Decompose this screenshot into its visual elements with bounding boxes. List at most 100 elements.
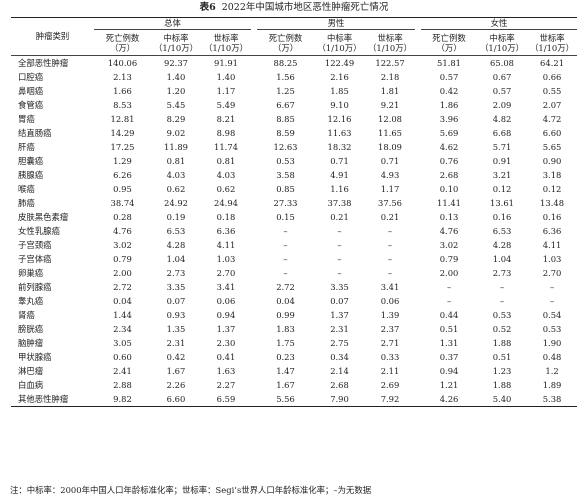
value-cell: 51.81: [437, 58, 462, 68]
value-cell: 2.16: [330, 72, 349, 82]
value-cell: 2.70: [542, 268, 562, 278]
column-name: 死亡例数: [105, 32, 140, 43]
table-row: 甲状腺癌 0.60 0.42 0.41 0.23 0.34 0.33 0.37 0.51 0.48: [11, 350, 577, 364]
value-cell: 12.16: [327, 114, 352, 124]
value-cell: 2.72: [276, 282, 295, 292]
tumor-type-cell: 口腔癌: [18, 72, 44, 82]
value-cell: 1.20: [166, 86, 186, 96]
column-header: 中标率 （1/10万）: [151, 30, 201, 56]
tumor-type-cell: 肝癌: [18, 142, 35, 152]
tumor-type-cell: 其他恶性肿瘤: [11, 392, 94, 407]
value-cell: 1.23: [492, 366, 512, 376]
value-cell: 4.11: [542, 240, 562, 250]
value-cell: 2.31: [166, 338, 186, 348]
value-cell: 0.07: [330, 296, 349, 306]
table-row: 睾丸癌 0.04 0.07 0.06 0.04 0.07 0.06 – – –: [11, 294, 577, 308]
value-cell: 6.26: [113, 170, 132, 180]
group-header: 男性: [257, 17, 416, 30]
value-cell: 2.37: [380, 324, 400, 334]
value-cell: 9.82: [94, 392, 151, 407]
tumor-type-cell: 子宫颈癌: [18, 240, 52, 250]
value-cell: 0.93: [166, 310, 186, 320]
value-cell: 1.66: [113, 86, 132, 96]
value-cell: 2.13: [113, 72, 132, 82]
table-footnote: 注：中标率：2000年中国人口年龄标准化率；世标率：Segi’s世界人口年龄标准…: [10, 485, 372, 495]
value-cell: 5.71: [492, 142, 512, 152]
value-cell: 3.58: [276, 170, 295, 180]
column-name: 世标率: [539, 32, 565, 43]
table-row: 胃癌 12.81 8.29 8.21 8.85 12.16 12.08 3.96 4.82 4.7…: [11, 112, 577, 126]
value-cell: 0.23: [276, 352, 295, 362]
value-cell: 3.35: [166, 282, 186, 292]
table-row: 卵巢癌 2.00 2.73 2.70 – – – 2.00 2.73 2.70: [11, 266, 577, 280]
tumor-type-cell: 胃癌: [18, 114, 35, 124]
value-cell: 0.85: [276, 184, 295, 194]
value-cell: 7.92: [365, 392, 416, 407]
value-cell: 0.06: [216, 296, 236, 306]
value-cell: 1.90: [542, 338, 562, 348]
column-unit: （1/10万）: [154, 42, 198, 53]
value-cell: 6.53: [492, 226, 512, 236]
value-cell: 3.41: [216, 282, 236, 292]
value-cell: 38.74: [110, 198, 135, 208]
group-gap: [251, 392, 258, 407]
value-cell: 9.10: [330, 100, 349, 110]
value-cell: 3.02: [113, 240, 132, 250]
value-cell: 0.21: [380, 212, 400, 222]
value-cell: 1.56: [276, 72, 295, 82]
value-cell: 8.59: [276, 128, 295, 138]
column-unit: （1/10万）: [368, 42, 412, 53]
column-unit: （1/10万）: [480, 42, 524, 53]
value-cell: 0.16: [492, 212, 512, 222]
value-cell: –: [549, 282, 555, 292]
value-cell: 5.65: [542, 142, 562, 152]
value-cell: 14.29: [110, 128, 135, 138]
value-cell: –: [387, 240, 393, 250]
tumor-type-cell: 卵巢癌: [18, 268, 44, 278]
value-cell: 65.08: [490, 58, 515, 68]
value-cell: –: [499, 296, 505, 306]
value-cell: –: [387, 268, 393, 278]
value-cell: 1.2: [545, 366, 559, 376]
table-row: 胰腺癌 6.26 4.03 4.03 3.58 4.91 4.93 2.68 3.21 3.18: [11, 168, 577, 182]
value-cell: 6.36: [216, 226, 236, 236]
value-cell: 0.04: [113, 296, 132, 306]
value-cell: 11.65: [378, 128, 403, 138]
value-cell: 6.53: [166, 226, 186, 236]
value-cell: –: [283, 254, 288, 264]
value-cell: 1.37: [330, 310, 349, 320]
table-row: 全部恶性肿瘤 140.06 92.37 91.91 88.25 122.49 122.57 5…: [11, 56, 577, 70]
table-row: 前列腺癌 2.72 3.35 3.41 2.72 3.35 3.41 – – –: [11, 280, 577, 294]
table-row: 喉癌 0.95 0.62 0.62 0.85 1.16 1.17 0.10 0.12 0.12: [11, 182, 577, 196]
value-cell: 91.91: [214, 58, 238, 68]
value-cell: 4.72: [542, 114, 562, 124]
value-cell: 0.15: [276, 212, 295, 222]
value-cell: 1.88: [492, 338, 512, 348]
table-row: 鼻咽癌 1.66 1.20 1.17 1.25 1.85 1.81 0.42 0.57 0.55: [11, 84, 577, 98]
value-cell: –: [337, 268, 342, 278]
value-cell: 1.75: [276, 338, 295, 348]
value-cell: 8.21: [216, 114, 236, 124]
value-cell: –: [499, 282, 505, 292]
value-cell: 2.73: [166, 268, 186, 278]
table-row: 女性乳腺癌 4.76 6.53 6.36 – – – 4.76 6.53 6.36: [11, 224, 577, 238]
tumor-type-cell: 皮肤黑色素瘤: [18, 212, 69, 222]
value-cell: 6.68: [492, 128, 512, 138]
value-cell: 0.42: [439, 86, 459, 96]
value-cell: 8.29: [166, 114, 186, 124]
value-cell: 0.81: [166, 156, 186, 166]
value-cell: 3.96: [439, 114, 459, 124]
tumor-type-cell: 肺癌: [18, 198, 35, 208]
value-cell: 11.41: [437, 198, 462, 208]
value-cell: 2.68: [439, 170, 459, 180]
value-cell: 4.82: [492, 114, 512, 124]
value-cell: 1.04: [492, 254, 512, 264]
value-cell: 0.62: [216, 184, 236, 194]
table-row: 白血病 2.88 2.26 2.27 1.67 2.68 2.69 1.21 1.88 1.89: [11, 378, 577, 392]
value-cell: 0.91: [492, 156, 512, 166]
column-name: 中标率: [326, 32, 353, 43]
value-cell: 4.03: [166, 170, 186, 180]
value-cell: 0.99: [276, 310, 295, 320]
value-cell: 3.05: [113, 338, 132, 348]
value-cell: 3.18: [542, 170, 562, 180]
